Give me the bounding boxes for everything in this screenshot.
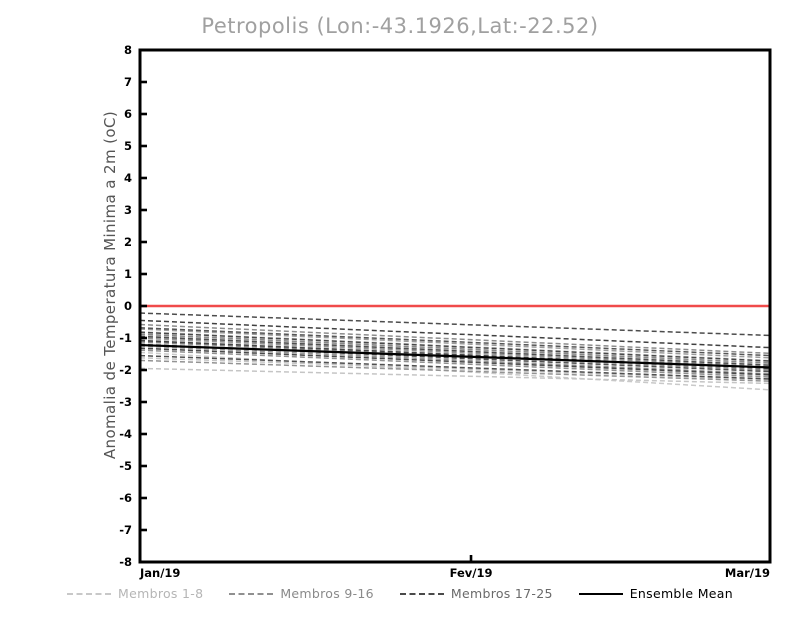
- series-line: [139, 347, 771, 376]
- x-tick-label: Mar/19: [725, 566, 770, 580]
- y-tick-label: 6: [124, 107, 132, 121]
- series-lines: [139, 312, 771, 391]
- y-tick-label: -3: [119, 395, 132, 409]
- series-line: [139, 357, 771, 381]
- series-line: [139, 354, 771, 380]
- legend-label-ensemble-mean: Ensemble Mean: [629, 586, 733, 601]
- series-line: [139, 327, 771, 357]
- series-line: [139, 319, 771, 349]
- series-line: [139, 335, 771, 366]
- series-line: [139, 337, 771, 368]
- series-line: [139, 334, 771, 365]
- y-tick-label: -8: [119, 555, 132, 569]
- y-tick-label: 1: [124, 267, 132, 281]
- legend-swatch-ensemble-mean: [578, 592, 623, 595]
- y-tick-label: -4: [119, 427, 132, 441]
- y-tick-label: 7: [124, 75, 132, 89]
- series-line: [139, 331, 771, 362]
- legend-item-membros-17-25: Membros 17-25: [399, 586, 553, 601]
- y-tick-label: 4: [124, 171, 132, 185]
- series-line: [139, 367, 771, 385]
- legend-item-ensemble-mean: Ensemble Mean: [578, 586, 733, 601]
- series-line: [139, 345, 771, 375]
- y-axis-ticks: 8 7 6 5 4 3 2 1 0 -1 -2 -3 -4 -5 -6 -7 -8: [119, 43, 147, 569]
- legend-swatch-membros-9-16: [229, 592, 274, 595]
- x-tick-label: Jan/19: [139, 566, 180, 580]
- series-line: [139, 328, 771, 359]
- series-line: [139, 323, 771, 355]
- y-tick-label: -2: [119, 363, 132, 377]
- legend-label-membros-9-16: Membros 9-16: [280, 586, 374, 601]
- x-axis-ticks: Jan/19 Fev/19 Mar/19: [138, 555, 772, 580]
- legend-swatch-membros-1-8: [67, 592, 112, 595]
- series-line: [139, 339, 771, 370]
- chart-title: Petropolis (Lon:-43.1926,Lat:-22.52): [201, 14, 599, 38]
- y-tick-label: -5: [119, 459, 132, 473]
- legend-item-membros-1-8: Membros 1-8: [67, 586, 203, 601]
- y-tick-label: 3: [124, 203, 132, 217]
- y-tick-label: 2: [124, 235, 132, 249]
- legend-label-membros-17-25: Membros 17-25: [450, 586, 553, 601]
- y-tick-label: -6: [119, 491, 132, 505]
- series-line: [139, 312, 771, 337]
- series-line: [139, 359, 771, 382]
- y-tick-label: 5: [124, 139, 132, 153]
- legend-label-membros-1-8: Membros 1-8: [118, 586, 204, 601]
- y-tick-label: -7: [119, 523, 132, 537]
- y-tick-label: 0: [124, 299, 132, 313]
- series-line: [139, 343, 771, 369]
- series-line: [139, 349, 771, 378]
- legend-swatch-membros-17-25: [399, 592, 444, 595]
- series-line: [139, 333, 771, 364]
- y-tick-label: -1: [119, 331, 132, 345]
- y-tick-label: 8: [124, 43, 132, 57]
- x-tick-label: Fev/19: [450, 566, 493, 580]
- legend-item-membros-9-16: Membros 9-16: [229, 586, 374, 601]
- chart-legend: Membros 1-8 Membros 9-16 Membros 17-25 E…: [0, 586, 800, 601]
